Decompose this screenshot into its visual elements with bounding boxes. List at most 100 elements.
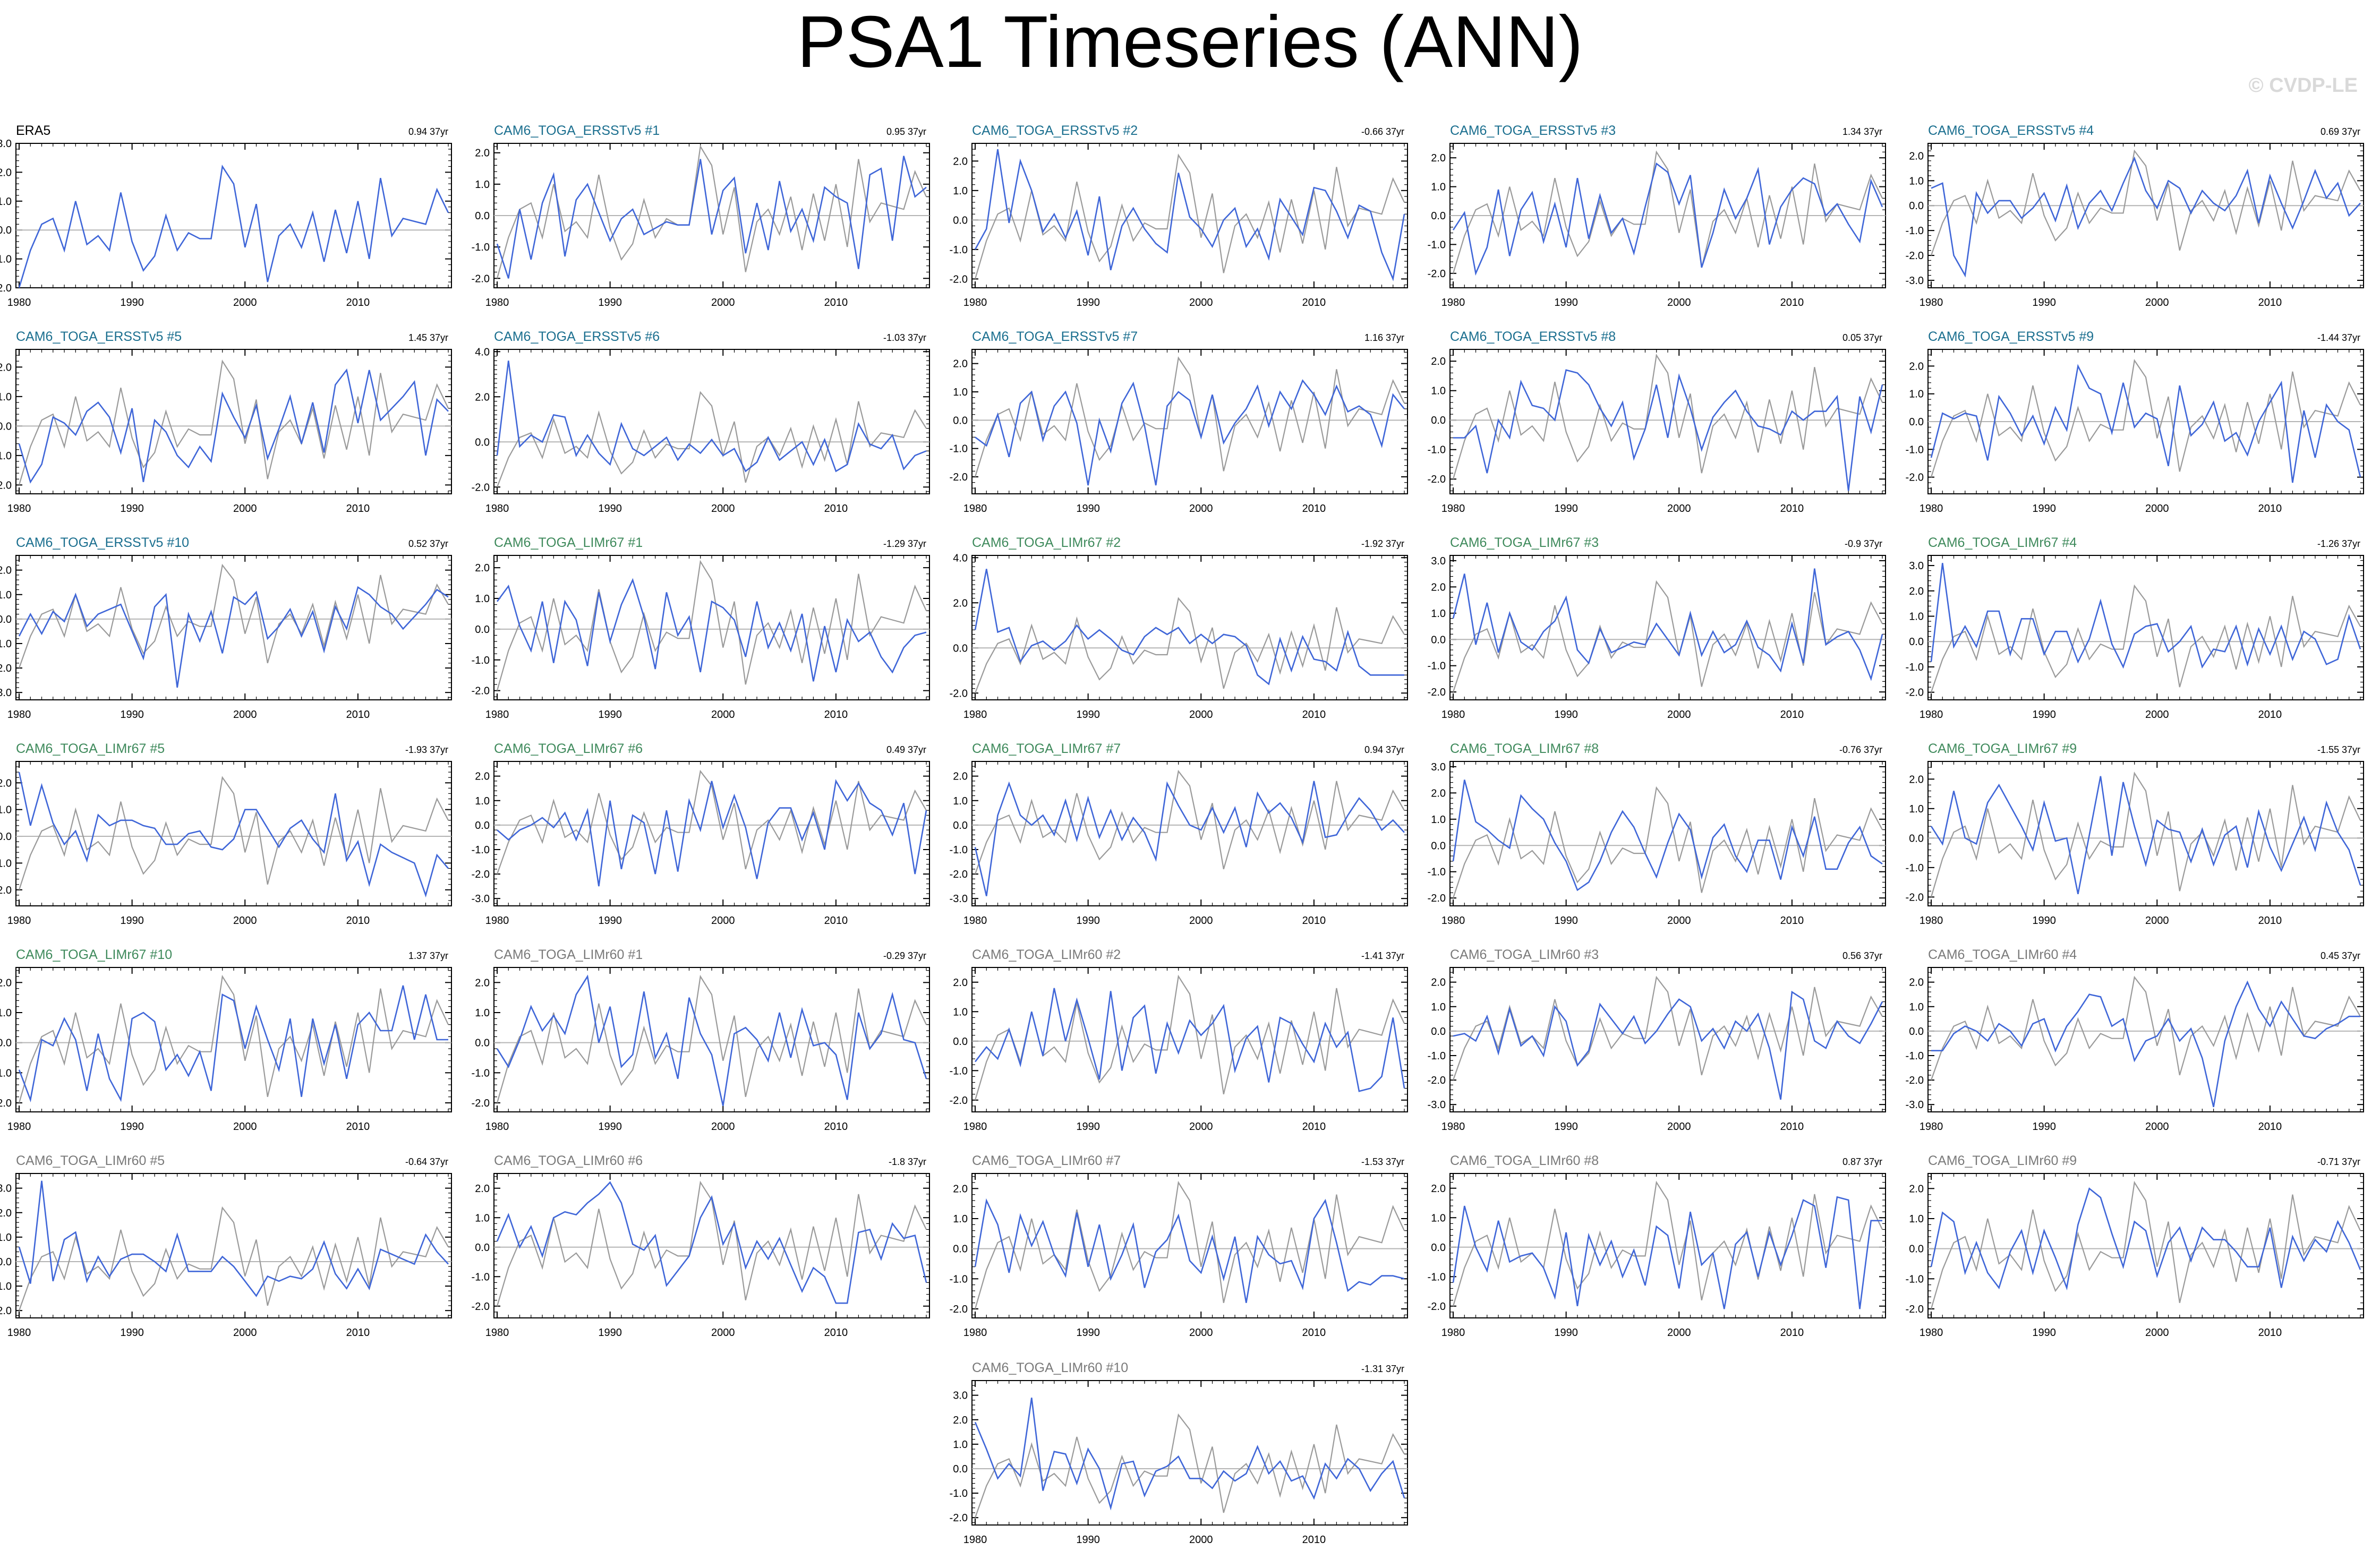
y-tick-label: -1.0 (1428, 444, 1446, 456)
x-tick-label: 1990 (1554, 1327, 1578, 1339)
y-tick-label: 0.0 (0, 1256, 12, 1268)
y-tick-label: 1.0 (953, 1006, 968, 1018)
obs-series-line (1930, 584, 2361, 693)
y-tick-label: -2.0 (0, 663, 12, 674)
plot-frame (971, 1173, 1408, 1318)
obs-series-line (974, 356, 1405, 477)
x-tick-label: 1990 (1554, 297, 1578, 309)
plot-frame (1449, 1173, 1886, 1318)
panel-label: CAM6_TOGA_ERSSTv5 #1 (494, 123, 660, 138)
y-tick-label: -1.0 (0, 1281, 12, 1292)
y-tick-label: 2.0 (953, 358, 968, 370)
y-tick-label: 1.0 (1431, 814, 1446, 826)
panel-trend: -1.44 37yr (2317, 332, 2360, 343)
panel-label: CAM6_TOGA_ERSSTv5 #5 (16, 329, 182, 344)
panel-label: CAM6_TOGA_ERSSTv5 #3 (1450, 123, 1616, 138)
y-tick-label: -2.0 (472, 686, 490, 697)
y-tick-label: 0.0 (0, 421, 12, 432)
x-tick-label: 2010 (1302, 1121, 1326, 1133)
plot-frame (971, 349, 1408, 494)
x-tick-label: 2000 (711, 709, 735, 721)
series-line (18, 368, 449, 484)
y-tick-label: -3.0 (0, 687, 12, 699)
page-title: PSA1 Timeseries (ANN) (797, 1, 1583, 83)
x-tick-label: 1980 (963, 1534, 987, 1546)
x-tick-label: 1980 (1920, 297, 1943, 309)
x-tick-label: 2010 (346, 1327, 370, 1339)
x-tick-label: 1980 (963, 1327, 987, 1339)
x-tick-label: 1990 (1554, 1121, 1578, 1133)
x-tick-label: 2010 (2258, 503, 2282, 515)
y-tick-label: 1.0 (1909, 1213, 1924, 1225)
series-line (1453, 369, 1883, 491)
y-tick-label: 1.0 (953, 185, 968, 197)
obs-series-line (496, 1180, 927, 1307)
panel-label: CAM6_TOGA_LIMr60 #6 (494, 1153, 643, 1168)
series-line (496, 156, 927, 279)
chart-panel: CAM6_TOGA_LIMr67 #7 0.94 37yr 2.0 1.0 0.0 -1.… (950, 741, 1408, 927)
obs-series-line (1452, 1180, 1883, 1307)
x-tick-label: 1980 (1920, 709, 1943, 721)
y-tick-label: -2.0 (1428, 1075, 1446, 1086)
panel-label: CAM6_TOGA_LIMr67 #5 (16, 741, 165, 756)
y-tick-label: -1.0 (1906, 862, 1924, 874)
x-tick-label: 2000 (2145, 1327, 2169, 1339)
x-tick-label: 1990 (2032, 1121, 2056, 1133)
chart-panel: CAM6_TOGA_LIMr60 #5 -0.64 37yr 3.0 2.0 1.0 0.… (0, 1153, 452, 1339)
y-tick-label: 2.0 (475, 771, 490, 783)
plot-frame (15, 555, 452, 700)
x-tick-label: 1980 (1920, 1121, 1943, 1133)
y-tick-label: 2.0 (0, 362, 12, 373)
panel-label: CAM6_TOGA_LIMr60 #7 (972, 1153, 1121, 1168)
chart-panel: ERA5 0.94 37yr 3.0 2.0 1.0 0.0 -1.0 -2.0 1980 199… (0, 123, 452, 309)
series-line (1453, 990, 1883, 1100)
obs-series-line (1930, 772, 2361, 897)
x-tick-label: 2000 (2145, 915, 2169, 927)
x-tick-label: 2000 (1189, 1121, 1213, 1133)
panel-label: CAM6_TOGA_ERSSTv5 #2 (972, 123, 1138, 138)
x-tick-label: 2010 (824, 915, 848, 927)
y-tick-label: 0.0 (1909, 200, 1924, 212)
chart-panel: CAM6_TOGA_LIMr60 #1 -0.29 37yr 2.0 1.0 0.0 -1… (472, 947, 930, 1133)
x-tick-label: 2010 (2258, 709, 2282, 721)
y-tick-label: 0.0 (475, 624, 490, 636)
obs-series-line (974, 1180, 1405, 1309)
y-tick-label: -2.0 (1906, 1075, 1924, 1086)
x-tick-label: 1990 (598, 503, 622, 515)
y-tick-label: 2.0 (1431, 581, 1446, 593)
y-tick-label: 0.0 (953, 215, 968, 226)
x-tick-label: 1980 (7, 915, 31, 927)
chart-panel: CAM6_TOGA_LIMr67 #1 -1.29 37yr 2.0 1.0 0.0 -1… (472, 535, 930, 721)
series-line (496, 1181, 927, 1304)
chart-panel: CAM6_TOGA_LIMr67 #4 -1.26 37yr 3.0 2.0 1.0 0.… (1906, 535, 2364, 721)
plot-frame (1927, 555, 2364, 700)
x-tick-label: 1980 (1441, 503, 1465, 515)
y-tick-label: -1.0 (1428, 1271, 1446, 1283)
x-tick-label: 1990 (120, 1327, 144, 1339)
chart-panel: CAM6_TOGA_ERSSTv5 #2 -0.66 37yr 2.0 1.0 0.0 -… (950, 123, 1408, 309)
x-tick-label: 2000 (1667, 503, 1691, 515)
panel-trend: -1.41 37yr (1361, 950, 1404, 961)
panel-label: CAM6_TOGA_LIMr60 #8 (1450, 1153, 1599, 1168)
chart-panel: CAM6_TOGA_ERSSTv5 #7 1.16 37yr 2.0 1.0 0.0 -1… (950, 329, 1408, 515)
y-tick-label: -1.0 (472, 1067, 490, 1079)
y-tick-label: 1.0 (1431, 1212, 1446, 1224)
y-tick-label: 3.0 (0, 138, 12, 150)
y-tick-label: -2.0 (1428, 268, 1446, 280)
y-tick-label: 1.0 (475, 593, 490, 605)
y-tick-label: -2.0 (0, 479, 12, 491)
x-tick-label: 2010 (824, 709, 848, 721)
y-tick-label: 0.0 (0, 614, 12, 626)
x-tick-label: 2000 (1189, 1327, 1213, 1339)
x-tick-label: 2000 (711, 503, 735, 515)
y-tick-label: 1.0 (1909, 611, 1924, 623)
panel-label: CAM6_TOGA_ERSSTv5 #4 (1928, 123, 2094, 138)
x-tick-label: 2010 (824, 1327, 848, 1339)
obs-series-line (18, 359, 449, 485)
y-tick-label: 0.0 (1431, 1242, 1446, 1254)
y-tick-label: -1.0 (1428, 661, 1446, 672)
x-tick-label: 2000 (1667, 1327, 1691, 1339)
panel-label: CAM6_TOGA_ERSSTv5 #9 (1928, 329, 2094, 344)
x-tick-label: 1980 (963, 709, 987, 721)
y-tick-label: -1.0 (1906, 444, 1924, 456)
